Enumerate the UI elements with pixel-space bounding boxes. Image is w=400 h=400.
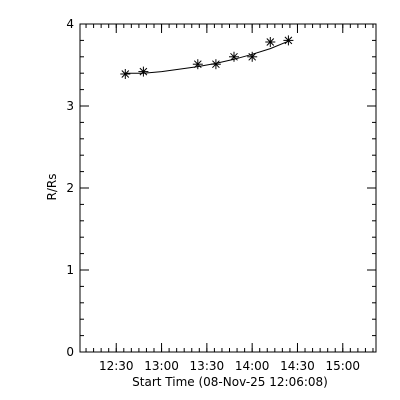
fit-curve-layer xyxy=(125,40,289,74)
x-tick-label: 12:30 xyxy=(99,359,134,373)
x-tick-label: 13:30 xyxy=(190,359,225,373)
y-axis-label: R/Rs xyxy=(45,174,59,201)
data-point xyxy=(247,51,258,62)
y-tick-label: 1 xyxy=(66,263,74,277)
fit-curve xyxy=(125,40,289,74)
data-point-stroke xyxy=(193,60,202,69)
y-tick-label: 0 xyxy=(66,345,74,359)
data-point-stroke xyxy=(284,36,293,45)
data-point-stroke xyxy=(212,60,220,69)
data-point xyxy=(210,59,221,70)
x-axis-label: Start Time (08-Nov-25 12:06:08) xyxy=(132,375,328,389)
data-point xyxy=(120,69,131,79)
data-point-stroke xyxy=(121,70,130,78)
data-point xyxy=(283,35,294,46)
y-tick-label: 4 xyxy=(66,17,74,31)
x-tick-label: 14:30 xyxy=(280,359,315,373)
y-tick-label: 2 xyxy=(66,181,74,195)
data-point-stroke xyxy=(248,52,257,61)
data-point-stroke xyxy=(266,38,275,46)
y-tick-label: 3 xyxy=(66,99,74,113)
data-point-stroke xyxy=(139,67,148,76)
data-points xyxy=(120,35,294,79)
data-point xyxy=(138,66,149,77)
data-point xyxy=(229,51,239,62)
data-point xyxy=(265,37,276,47)
plot-axes: 12:30 13:00 13:30 14:00 14:30 15:00 0 1 2 3 4 xyxy=(66,17,377,373)
x-tick-label: 13:00 xyxy=(144,359,179,373)
data-point xyxy=(192,59,203,70)
data-point-stroke xyxy=(230,52,238,61)
x-tick-label: 15:00 xyxy=(325,359,360,373)
x-tick-label: 14:00 xyxy=(235,359,270,373)
